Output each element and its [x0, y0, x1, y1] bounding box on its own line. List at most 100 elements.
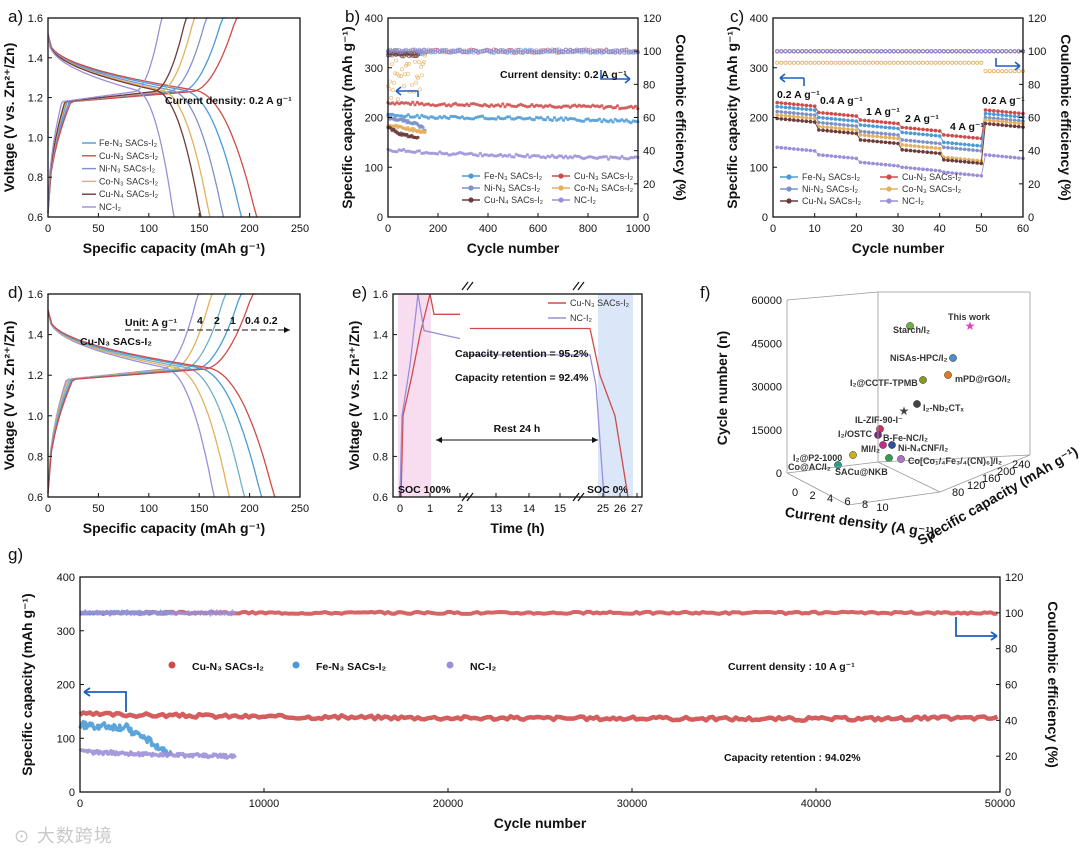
b-ce-point: [390, 49, 395, 54]
c-xtick-label: 20: [850, 223, 862, 235]
c-ce-point: [833, 60, 838, 65]
b-legend-marker: [468, 197, 474, 203]
b-capacity-point: [611, 155, 615, 159]
d-ytick-label: 1.6: [28, 289, 43, 301]
c-ce-point: [783, 49, 788, 54]
b-capacity-point: [421, 125, 425, 129]
c-ytick-label: 0: [762, 212, 768, 224]
g-xtick-label: 30000: [617, 798, 648, 810]
a-xtick-label: 50: [92, 223, 104, 235]
d-xtick-label: 50: [92, 503, 104, 515]
c-ce-point: [937, 60, 942, 65]
b-ce-point: [475, 49, 480, 54]
b-ce-point: [412, 47, 417, 52]
c-ce-point: [1000, 69, 1005, 74]
g-ce-arrow-icon: [955, 617, 998, 641]
b-legend-item: NC-I₂: [574, 195, 596, 205]
b-ce-point: [523, 49, 528, 54]
f-point-label: I₂@CCTF-TPMB: [850, 378, 918, 388]
b-ce-point: [389, 62, 394, 67]
b-capacity-point: [606, 104, 611, 109]
e-xtick-label: 0: [397, 503, 403, 515]
b-ce-point: [500, 47, 505, 52]
b-capacity-point: [609, 118, 613, 122]
b-legend-item: Fe-N₃ SACs-I₂: [484, 171, 543, 181]
a-x-axis-title: Specific capacity (mAh g⁻¹): [83, 240, 265, 256]
c-ce-point: [862, 49, 867, 54]
b-ce-point: [424, 48, 429, 53]
c-ce-point: [929, 60, 934, 65]
e-axis-break-icon: [572, 492, 585, 502]
g-legend-marker: [168, 661, 176, 669]
b-ce-point: [622, 50, 627, 55]
a-discharge-curve: [47, 33, 202, 218]
c-xtick-label: 10: [809, 223, 821, 235]
b-ce-point: [419, 48, 424, 53]
d-rate-label: 0.4: [245, 315, 260, 327]
b-capacity-point: [633, 104, 638, 108]
g-ytick-label: 300: [57, 626, 75, 638]
f-ztick-label: 160: [982, 473, 1000, 485]
b-ce-point: [469, 50, 474, 55]
c-ce-point: [962, 60, 967, 65]
d-axis-frame: [47, 293, 301, 498]
c-ytick-label: 300: [750, 63, 768, 75]
b-ce-point: [435, 48, 440, 53]
f-ytick-label: 60000: [751, 295, 782, 307]
f-xtick-label: 8: [862, 499, 868, 511]
c-capacity-series: [777, 106, 1024, 147]
c-legend-item: Ni-N₃ SACs-I₂: [802, 184, 859, 194]
g-annotation: Current density : 10 A g⁻¹: [728, 661, 855, 673]
b-capacity-point: [629, 104, 633, 108]
c-capacity-series: [777, 146, 1024, 177]
watermark-logo-icon: ⊙: [14, 826, 31, 847]
e-axis-break-icon: [461, 281, 474, 291]
c-ce-point: [825, 49, 830, 54]
a-legend-item: Ni-N₃ SACs-I₂: [99, 164, 156, 174]
e-xtick-label: 15: [554, 503, 566, 515]
f-point-marker: [888, 441, 896, 449]
c-ce-point: [954, 49, 959, 54]
b-capacity-point: [600, 120, 604, 124]
c-ce-point: [996, 69, 1001, 74]
b-capacity-point: [552, 105, 557, 109]
b-ce-point: [530, 49, 535, 54]
b-ce-point: [541, 48, 546, 53]
c-ytick2-label: 120: [1028, 13, 1046, 25]
e-ytick-label: 1.2: [373, 370, 388, 382]
b-capacity-point: [537, 154, 541, 158]
f-star-marker: ★: [965, 319, 976, 333]
e-retention-nc: Capacity retention = 92.4%: [455, 372, 589, 384]
text-layer: 0 50 100 150 200 2500.60.81.01.21.41.6Specifi…: [1, 7, 1080, 831]
c-ce-point: [812, 60, 817, 65]
b-ytick2-label: 20: [643, 179, 655, 191]
b-capacity-point: [584, 104, 588, 108]
d-ytick-label: 1.4: [28, 330, 43, 342]
c-ce-point: [779, 60, 784, 65]
f-panel-label: f): [700, 283, 710, 302]
f-point-label: B-Fe-NC/I₂: [883, 433, 928, 443]
b-ce-point: [469, 48, 474, 53]
b-ce-point: [406, 48, 411, 53]
b-capacity-point: [559, 116, 563, 120]
c-ce-point: [912, 49, 917, 54]
c-legend-item: Fe-N₃ SACs-I₂: [802, 172, 861, 182]
b-ytick2-label: 60: [643, 113, 655, 125]
b-capacity-point: [528, 104, 532, 108]
watermark-text: 大数跨境: [36, 826, 113, 847]
b-capacity-point: [467, 104, 471, 108]
b-legend-marker: [468, 185, 474, 191]
b-capacity-point: [550, 153, 554, 157]
b-ce-point: [439, 47, 444, 52]
g-legend-item: NC-I₂: [470, 661, 497, 673]
d-rate-label: 4: [197, 315, 203, 327]
b-ytick-label: 0: [377, 212, 383, 224]
g-y-axis-title: Specific capacity (mAh g⁻¹): [19, 593, 35, 775]
g-x-axis-title: Cycle number: [494, 815, 587, 831]
c-ce-point: [875, 60, 880, 65]
b-capacity-point: [458, 103, 462, 107]
b-ce-point: [460, 50, 465, 55]
c-ce-point: [958, 60, 963, 65]
b-capacity-point: [629, 121, 633, 125]
c-ytick2-label: 20: [1028, 179, 1040, 191]
